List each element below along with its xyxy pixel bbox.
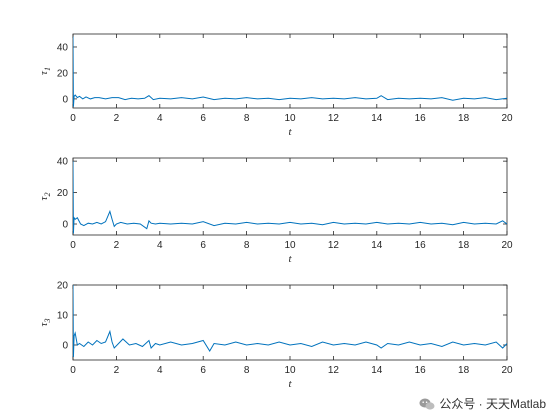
x-tick-label: 6 (200, 365, 206, 376)
y-axis-symbol: τ (38, 195, 50, 200)
x-tick-label: 16 (415, 113, 427, 124)
x-tick-label: 10 (284, 365, 296, 376)
y-axis-symbol: τ (38, 70, 50, 75)
y-axis-label: τ2 (38, 193, 52, 201)
x-tick-label: 18 (458, 113, 470, 124)
x-tick-label: 4 (157, 240, 163, 251)
x-tick-label: 2 (114, 113, 120, 124)
chart-panel-1: 0 2 4 6 8 10 12 14 16 18 20 0 20 40 t τ1 (38, 33, 513, 138)
y-tick-label: 40 (57, 42, 69, 53)
series-line-1 (73, 36, 507, 107)
x-tick-label: 0 (70, 240, 76, 251)
y-tick-label: 20 (57, 68, 69, 79)
y-axis-label: τ1 (38, 67, 52, 75)
x-axis-label: t (288, 126, 292, 138)
x-tick-label: 8 (244, 365, 250, 376)
x-tick-label: 20 (501, 365, 513, 376)
x-tick-label: 8 (244, 240, 250, 251)
wechat-icon (419, 398, 435, 410)
y-tick-label: 40 (57, 157, 69, 168)
y-tick-label: 20 (57, 281, 69, 292)
x-axis-label: t (288, 378, 292, 390)
x-tick-label: 12 (328, 240, 340, 251)
x-tick-label: 18 (458, 365, 470, 376)
x-tick-label: 2 (114, 365, 120, 376)
y-axis-subscript: 2 (43, 193, 52, 197)
x-tick-label: 16 (415, 365, 427, 376)
x-tick-label: 16 (415, 240, 427, 251)
x-tick-label: 10 (284, 113, 296, 124)
plot-area (72, 284, 508, 361)
y-axis-label: τ3 (38, 319, 52, 327)
y-axis-subscript: 3 (43, 319, 52, 324)
y-tick-label: 0 (62, 94, 68, 105)
y-tick-label: 20 (57, 188, 69, 199)
watermark: 公众号 · 天天Matlab (419, 395, 546, 412)
series-line-1 (73, 285, 507, 358)
watermark-text: 公众号 · 天天Matlab (439, 397, 546, 411)
x-tick-label: 14 (371, 240, 383, 251)
y-tick-label: 0 (62, 341, 68, 352)
x-tick-label: 6 (200, 240, 206, 251)
x-tick-label: 0 (70, 113, 76, 124)
x-tick-label: 0 (70, 365, 76, 376)
x-tick-label: 4 (157, 365, 163, 376)
y-tick-label: 0 (62, 220, 68, 231)
y-tick-label: 10 (57, 311, 69, 322)
x-tick-label: 10 (284, 240, 296, 251)
x-axis-label: t (288, 253, 292, 265)
chart-panel-3: 0 2 4 6 8 10 12 14 16 18 20 0 10 20 t τ3 (38, 281, 513, 391)
y-axis-symbol: τ (38, 321, 50, 326)
x-tick-label: 14 (371, 113, 383, 124)
x-tick-label: 18 (458, 240, 470, 251)
x-tick-label: 4 (157, 113, 163, 124)
x-tick-label: 12 (328, 365, 340, 376)
x-tick-label: 8 (244, 113, 250, 124)
x-tick-label: 2 (114, 240, 120, 251)
x-tick-label: 12 (328, 113, 340, 124)
plot-area (72, 33, 508, 109)
x-tick-label: 20 (501, 240, 513, 251)
x-tick-label: 14 (371, 365, 383, 376)
x-tick-label: 20 (501, 113, 513, 124)
y-axis-subscript: 1 (43, 67, 52, 71)
x-tick-label: 6 (200, 113, 206, 124)
series-line-1 (73, 161, 507, 234)
